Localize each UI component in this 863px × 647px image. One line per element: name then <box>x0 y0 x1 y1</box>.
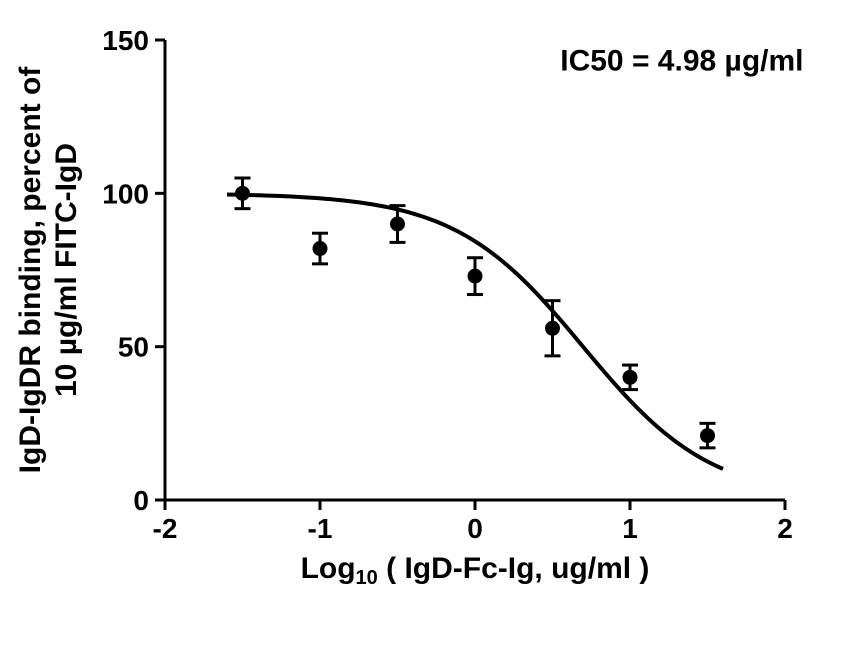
y-ticks: 0 50 100 150 <box>102 25 165 516</box>
x-tick-label: 1 <box>622 513 638 544</box>
data-point <box>623 370 637 384</box>
y-tick-label: 100 <box>102 178 149 209</box>
data-point <box>546 321 560 335</box>
data-point <box>468 269 482 283</box>
chart-container: { "chart": { "type": "scatter-dose-respo… <box>0 0 863 647</box>
x-tick-label: 0 <box>467 513 483 544</box>
dose-response-chart: -2 -1 0 1 2 0 50 100 150 Log10 ( IgD-Fc-Ig, ug/… <box>0 0 863 647</box>
data-point <box>701 429 715 443</box>
y-tick-label: 0 <box>133 485 149 516</box>
data-point <box>313 242 327 256</box>
data-points <box>235 178 716 448</box>
y-tick-label: 50 <box>118 332 149 363</box>
y-tick-label: 150 <box>102 25 149 56</box>
x-tick-label: 2 <box>777 513 793 544</box>
x-axis-title: Log10 ( IgD-Fc-Ig, ug/ml ) <box>301 552 650 589</box>
ic50-annotation: IC50 = 4.98 µg/ml <box>560 45 803 78</box>
x-tick-label: -1 <box>308 513 333 544</box>
data-point <box>391 217 405 231</box>
x-tick-label: -2 <box>153 513 178 544</box>
fit-curve <box>227 195 723 469</box>
data-point <box>236 186 250 200</box>
x-ticks: -2 -1 0 1 2 <box>153 500 793 544</box>
y-axis-title-line1: IgD-IgDR binding, percent of <box>14 66 47 474</box>
y-axis-title-line2: 10 µg/ml FITC-IgD <box>50 143 83 397</box>
